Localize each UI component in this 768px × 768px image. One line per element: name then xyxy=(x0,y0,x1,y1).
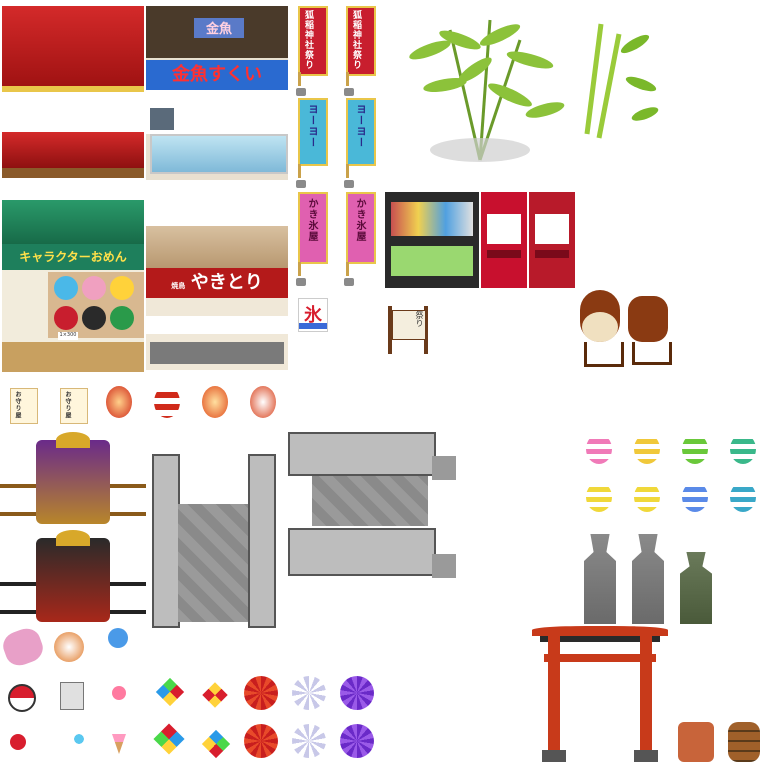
game-device xyxy=(60,682,84,710)
pinwheel-1 xyxy=(155,677,185,707)
kakigoori-banner-2: かき氷屋 xyxy=(344,192,376,288)
purple-umbrella-2 xyxy=(340,724,374,758)
lantern-pink xyxy=(586,434,612,464)
lantern-yellow xyxy=(634,434,660,464)
mask-sign: キャラクターおめん xyxy=(2,244,144,270)
lantern-green xyxy=(682,434,708,464)
mask-6 xyxy=(110,306,134,330)
mask-stall: キャラクターおめん 1×300 xyxy=(2,200,144,372)
white-umbrella-2 xyxy=(292,724,326,758)
red-lantern-2 xyxy=(154,386,180,418)
torii-gate xyxy=(532,626,668,762)
mikoshi-black xyxy=(0,530,146,626)
vending-machine-1 xyxy=(481,192,527,288)
ticket-card-1: お守り屋 xyxy=(10,388,38,424)
bamboo-bush xyxy=(409,19,565,162)
mask-2 xyxy=(82,276,106,300)
lantern-yellow-2 xyxy=(586,482,612,512)
red-lantern-4 xyxy=(250,386,276,418)
goldfish-stall: 金魚 金魚すくい xyxy=(146,6,288,180)
balloon-toy xyxy=(108,628,128,648)
lantern-yellow-3 xyxy=(634,482,660,512)
yo-yo-balloons xyxy=(58,728,88,750)
stone-lantern-2 xyxy=(632,534,664,624)
red-curtain-stall xyxy=(2,6,144,178)
red-umbrella-1 xyxy=(244,676,278,710)
yakitori-stall: 焼鳥 やきとり xyxy=(146,226,288,370)
red-umbrella-2 xyxy=(244,724,278,758)
pink-pouch xyxy=(0,624,47,670)
purple-umbrella-1 xyxy=(340,676,374,710)
pinwheel-4 xyxy=(201,729,231,759)
yoyo-banner-1: ヨーヨー xyxy=(296,98,328,188)
goldfish-sign: 金魚すくい xyxy=(146,60,288,90)
yakitori-sign: 焼鳥 やきとり xyxy=(146,268,288,298)
drink-vending-machine xyxy=(385,192,479,288)
ice-flag: 氷 xyxy=(298,298,328,332)
uchiwa-fan xyxy=(54,632,84,662)
mask-5 xyxy=(82,306,106,330)
candy-apple xyxy=(10,734,26,750)
lantern-teal-2 xyxy=(730,482,756,512)
mask-4 xyxy=(54,306,78,330)
yakitori-grill xyxy=(146,316,288,334)
lantern-blue xyxy=(682,482,708,512)
mask-3 xyxy=(110,276,134,300)
vending-machine-2 xyxy=(529,192,575,288)
wooden-bucket xyxy=(678,722,714,762)
yoyo-banner-2: ヨーヨー xyxy=(344,98,376,188)
ice-cream-cone xyxy=(112,734,126,754)
stone-gate-horizontal xyxy=(288,432,456,578)
stone-gate-vertical xyxy=(152,454,276,628)
pinwheel-2 xyxy=(202,682,228,708)
small-toy xyxy=(112,686,126,700)
pinwheel-3 xyxy=(153,723,185,755)
mikoshi-gold xyxy=(0,432,146,528)
red-lantern-1 xyxy=(106,386,132,418)
taiko-drum-front xyxy=(578,290,624,367)
goldfish-tank xyxy=(150,134,288,174)
mask-price-tag: 1×300 xyxy=(58,332,78,340)
white-umbrella-1 xyxy=(292,676,326,710)
pokeball-toy xyxy=(8,684,36,712)
mask-1 xyxy=(54,276,78,300)
wooden-barrel xyxy=(728,722,760,762)
festival-banner-1: 狐稲神社祭り xyxy=(296,6,328,96)
lantern-teal xyxy=(730,434,756,464)
wooden-signboard: 祭り xyxy=(384,306,432,354)
goldfish-top-sign: 金魚 xyxy=(194,18,244,38)
red-lantern-3 xyxy=(202,386,228,418)
taiko-drum-side xyxy=(626,296,672,365)
kakigoori-banner-1: かき氷屋 xyxy=(296,192,328,288)
ticket-card-2: お守り屋 xyxy=(60,388,88,424)
stone-lantern-1 xyxy=(584,534,616,624)
bamboo-stalks xyxy=(584,23,659,139)
festival-banner-2: 狐稲神社祭り xyxy=(344,6,376,96)
stone-lantern-3-mossy xyxy=(680,552,712,624)
